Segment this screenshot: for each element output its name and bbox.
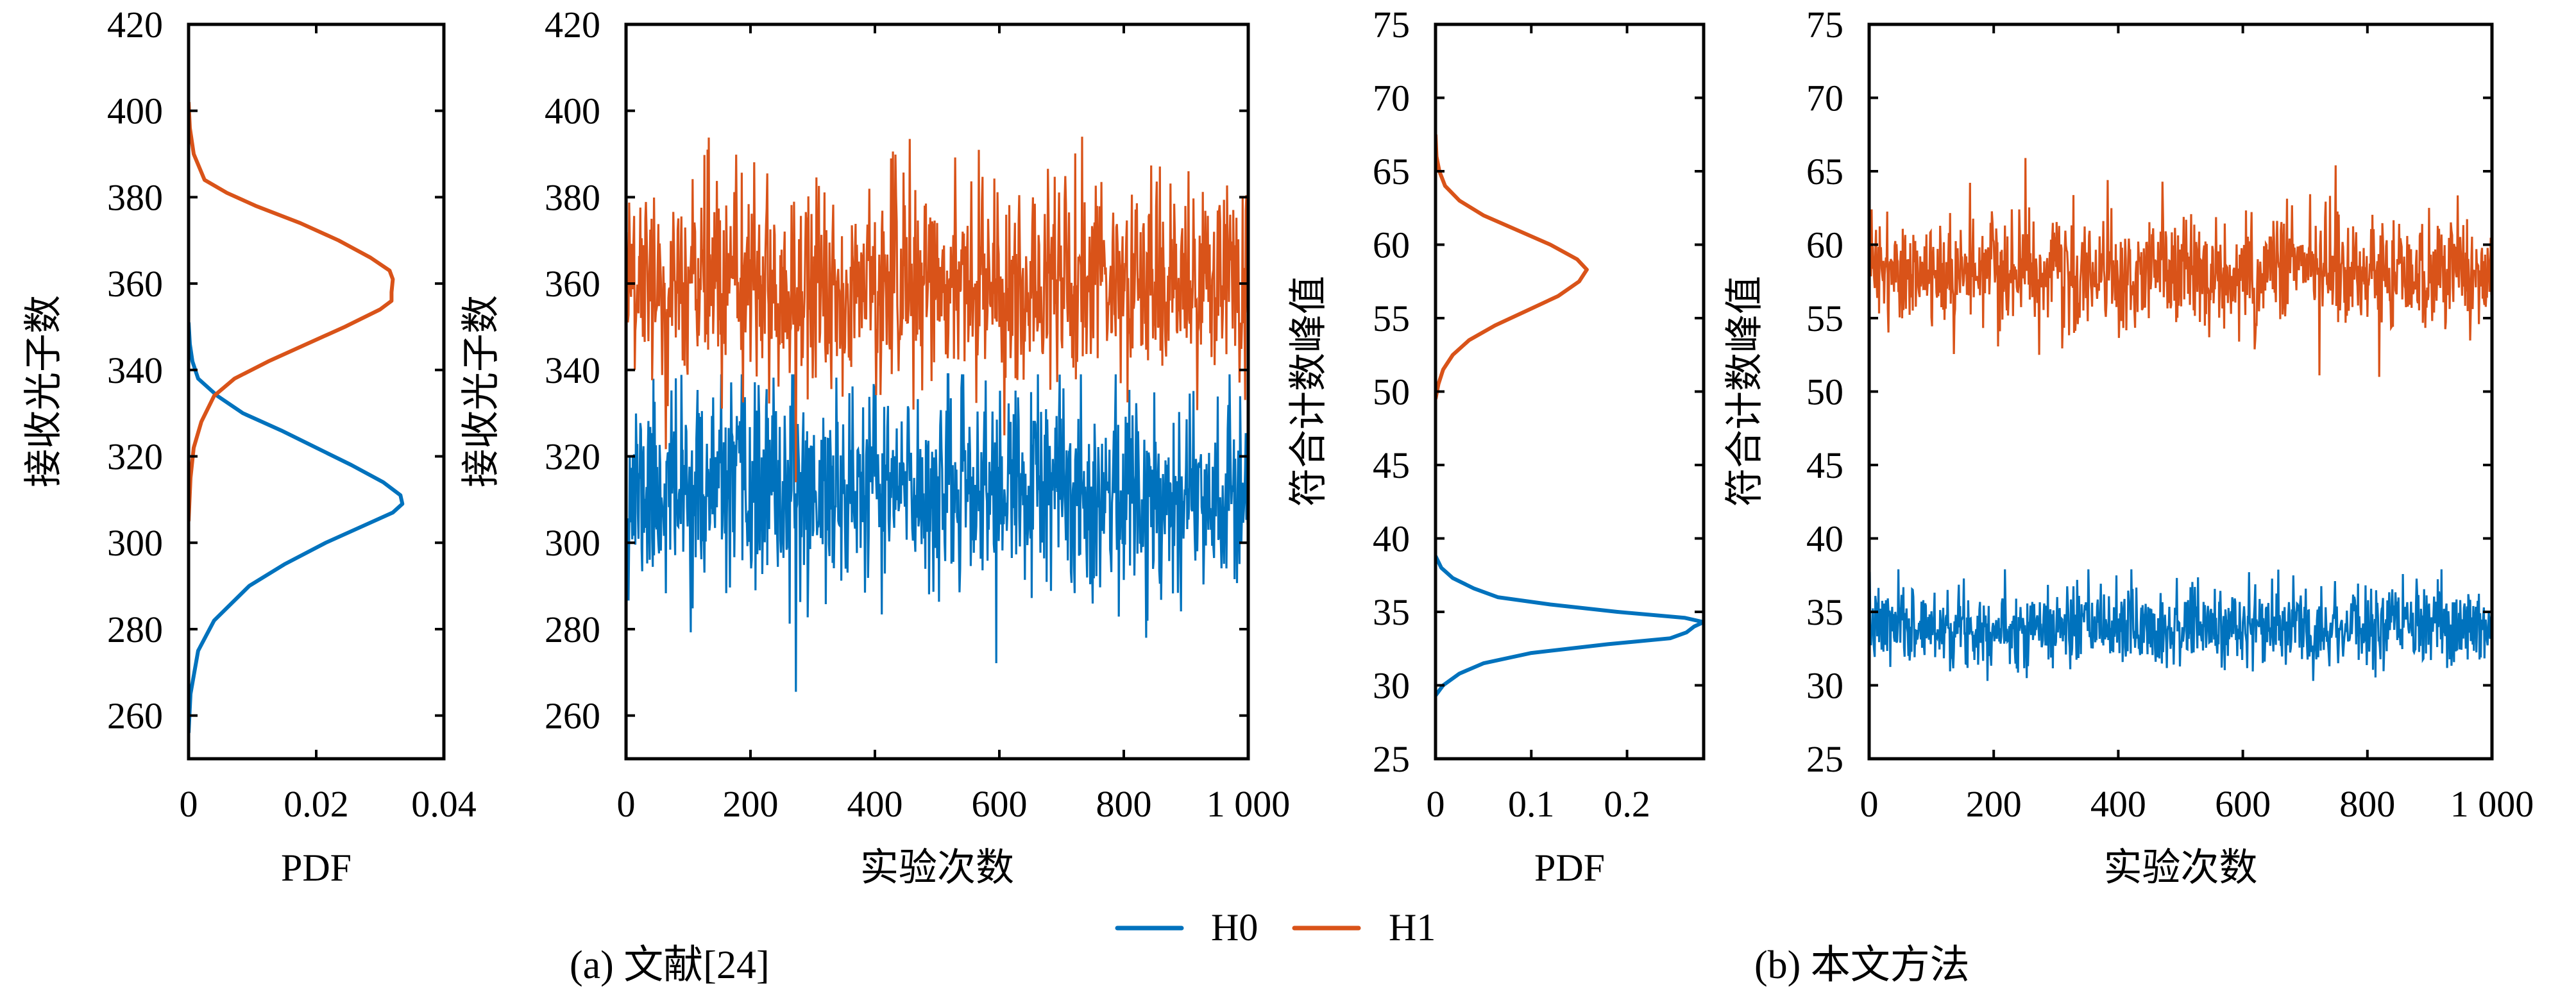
y-tick-label: 30 xyxy=(1806,665,1843,707)
x-tick-label: 0.1 xyxy=(1508,783,1555,825)
axes-frame xyxy=(624,22,1250,761)
y-tick-label: 260 xyxy=(107,695,163,737)
y-tick-label: 50 xyxy=(1806,371,1843,413)
y-tick-label: 420 xyxy=(545,4,600,46)
y-tick-label: 280 xyxy=(545,609,600,650)
y-tick-label: 400 xyxy=(107,90,163,132)
y-tick-label: 360 xyxy=(545,263,600,305)
y-tick-label: 65 xyxy=(1373,151,1410,192)
x-tick-label: 0 xyxy=(180,783,198,825)
y-tick-label: 65 xyxy=(1806,151,1843,192)
x-tick-label: 0.02 xyxy=(284,783,349,825)
series-line-h0 xyxy=(626,373,1248,692)
y-tick-label: 70 xyxy=(1373,78,1410,119)
y-tick-label: 75 xyxy=(1806,4,1843,46)
y-tick-label: 75 xyxy=(1373,4,1410,46)
y-tick-label: 45 xyxy=(1806,444,1843,486)
pdf-curve-h1 xyxy=(1436,134,1589,400)
y-tick-label: 55 xyxy=(1373,298,1410,339)
series-line-h1 xyxy=(1869,158,2492,377)
y-tick-label: 400 xyxy=(545,90,600,132)
y-tick-label: 50 xyxy=(1373,371,1410,413)
legend: H0 H1 xyxy=(1115,906,1436,949)
axes-frame xyxy=(187,22,446,761)
caption-a: (a) 文献[24] xyxy=(570,943,770,987)
y-axis-label: 符合计数峰值 xyxy=(1287,276,1330,507)
x-axis-label: 实验次数 xyxy=(2104,847,2258,889)
y-tick-label: 35 xyxy=(1373,591,1410,633)
y-tick-label: 360 xyxy=(107,263,163,305)
pdf-curve-h0 xyxy=(189,322,405,733)
y-tick-label: 340 xyxy=(545,350,600,391)
x-tick-label: 400 xyxy=(847,783,903,825)
y-tick-label: 320 xyxy=(107,436,163,478)
y-tick-label: 70 xyxy=(1806,78,1843,119)
y-tick-label: 340 xyxy=(107,350,163,391)
y-tick-label: 45 xyxy=(1373,444,1410,486)
y-tick-label: 55 xyxy=(1806,298,1843,339)
x-tick-label: 0 xyxy=(1427,783,1445,825)
y-tick-label: 60 xyxy=(1373,224,1410,266)
y-tick-label: 25 xyxy=(1806,738,1843,780)
series-line-h0 xyxy=(1869,569,2492,681)
x-axis-label: 实验次数 xyxy=(860,847,1014,889)
x-tick-label: 1 000 xyxy=(1207,783,1291,825)
y-tick-label: 300 xyxy=(107,522,163,564)
pdf-curve-h0 xyxy=(1436,555,1704,697)
x-tick-label: 1 000 xyxy=(2450,783,2534,825)
x-tick-label: 400 xyxy=(2090,783,2146,825)
y-tick-label: 380 xyxy=(107,176,163,218)
y-tick-label: 40 xyxy=(1806,518,1843,560)
x-tick-label: 600 xyxy=(972,783,1028,825)
y-axis-label: 接收光子数 xyxy=(460,295,502,487)
x-axis-label: PDF xyxy=(1534,847,1605,889)
panel-a-pdf: 0 0.02 0.04 260 280 300 320 340 360 380 400 420 PDF 接… xyxy=(22,4,477,889)
x-tick-label: 800 xyxy=(1096,783,1152,825)
x-tick-label: 0.2 xyxy=(1604,783,1650,825)
x-tick-label: 200 xyxy=(1966,783,2022,825)
y-tick-label: 40 xyxy=(1373,518,1410,560)
panel-a-trials: 0 200 400 600 800 1 000 260 280 300 320 340 360 380 4… xyxy=(460,4,1290,889)
x-tick-label: 600 xyxy=(2215,783,2271,825)
x-tick-label: 0 xyxy=(617,783,636,825)
y-tick-label: 280 xyxy=(107,609,163,650)
plot-area xyxy=(189,102,405,733)
caption-b: (b) 本文方法 xyxy=(1754,943,1970,987)
series-line-h1 xyxy=(626,137,1248,482)
y-tick-label: 60 xyxy=(1806,224,1843,266)
panel-b-pdf: 0 0.1 0.2 25 30 35 40 45 50 55 60 65 70 75 PDF 符合计数峰值 xyxy=(1287,4,1706,889)
y-tick-label: 25 xyxy=(1373,738,1410,780)
legend-label-h0: H0 xyxy=(1211,906,1258,949)
plot-area xyxy=(626,137,1248,692)
panel-b-trials: 0 200 400 600 800 1 000 25 30 35 40 45 50 55 60 65 70 75… xyxy=(1724,4,2534,889)
y-tick-label: 320 xyxy=(545,436,600,478)
pdf-curve-h1 xyxy=(189,102,395,521)
y-axis-label: 符合计数峰值 xyxy=(1724,276,1766,507)
legend-label-h1: H1 xyxy=(1389,906,1436,949)
x-tick-label: 0 xyxy=(1860,783,1879,825)
plot-area xyxy=(1869,158,2492,681)
y-tick-label: 30 xyxy=(1373,665,1410,707)
x-tick-label: 800 xyxy=(2339,783,2395,825)
y-tick-label: 420 xyxy=(107,4,163,46)
x-axis-label: PDF xyxy=(281,847,352,889)
x-tick-label: 0.04 xyxy=(411,783,477,825)
y-tick-label: 35 xyxy=(1806,591,1843,633)
y-tick-label: 260 xyxy=(545,695,600,737)
x-tick-label: 200 xyxy=(723,783,779,825)
y-axis-label: 接收光子数 xyxy=(22,295,65,487)
y-tick-label: 300 xyxy=(545,522,600,564)
plot-area xyxy=(1436,134,1704,697)
y-tick-label: 380 xyxy=(545,176,600,218)
